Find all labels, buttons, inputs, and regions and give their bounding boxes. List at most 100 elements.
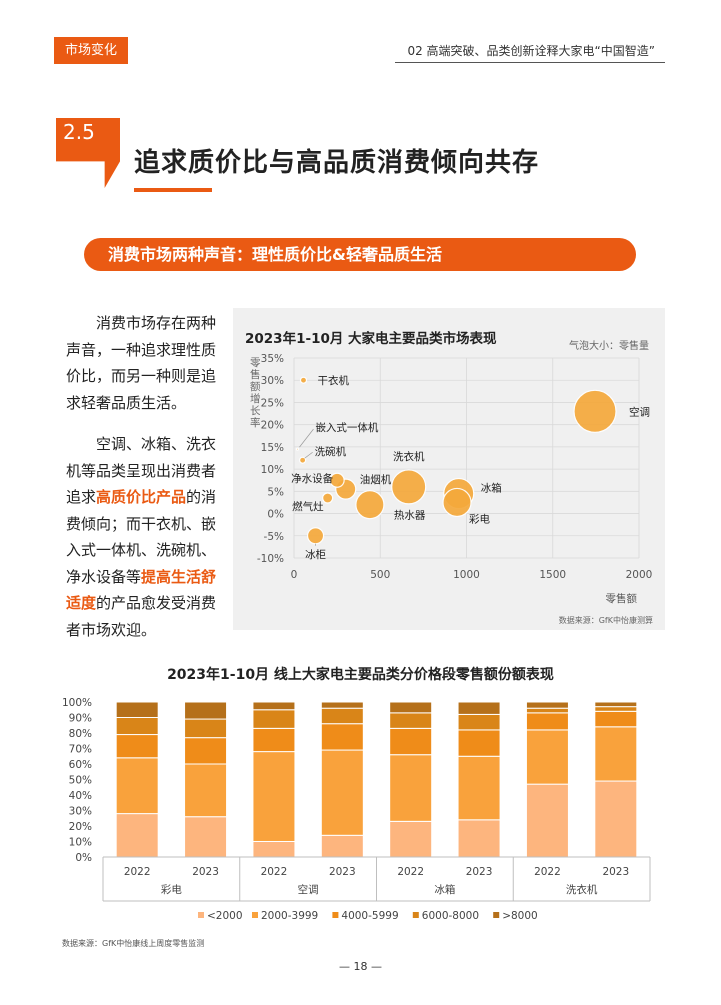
bar-segment-6000-8000 [525,707,569,714]
bar-segment-6000-8000 [320,707,364,725]
body-text: 消费市场存在两种声音，一种追求理性质价比，而另一种则是追求轻奢品质生活。 空调、… [66,310,226,658]
bar-segment-6000-8000 [184,718,228,739]
highlight-comfort: 提高生活舒适度 [66,567,217,613]
group-label: 彩电 [161,883,182,896]
group-label: 空调 [298,883,319,896]
header-divider [395,62,665,63]
bubble-label-洗衣机: 洗衣机 [393,450,425,463]
y-tick-label: 10% [69,837,92,849]
y-tick-label: 20% [69,821,92,833]
x-axis-label: 零售额 [606,592,638,605]
y-tick-label: 20% [261,420,284,432]
legend-swatch [252,912,258,918]
bar-segment->8000 [184,701,228,720]
legend-label: >8000 [502,910,538,922]
paragraph-1: 消费市场存在两种声音，一种追求理性质价比，而另一种则是追求轻奢品质生活。 [66,314,217,412]
paragraph-2-text-a: 空调、冰箱、洗衣机等品类呈现出消费者追求 [66,435,217,506]
bar-segment-<2000 [389,820,433,858]
footer-source: 数据来源：GfK中怡康线上周度零售监测 [62,939,205,948]
subsection-banner: 消费市场两种声音：理性质价比&轻奢品质生活 [84,238,636,271]
bubble-干衣机 [299,376,308,384]
y-axis-label-char: 长 [250,405,261,417]
bubble-label-燃气灶: 燃气灶 [292,500,324,513]
bubble-size-note: 气泡大小：零售量 [569,341,649,352]
legend-label: <2000 [207,910,243,922]
y-tick-label: 90% [69,713,92,725]
bubble-label-彩电: 彩电 [469,512,490,525]
bubble-洗碗机 [299,456,307,464]
header-title: 02 高端突破、品类创新诠释大家电“中国智造” [407,44,655,58]
bubble-嵌入式一体机 [295,447,300,451]
bar-segment->8000 [115,701,159,718]
highlight-value-products: 高质价比产品 [96,488,187,506]
bubble-净水设备 [329,472,345,488]
section-tag: 市场变化 [54,37,128,64]
legend-swatch [332,912,339,918]
bar-segment-6000-8000 [252,709,296,729]
x-tick-label: 2023 [192,866,219,878]
x-tick-label: 2023 [329,866,356,878]
bubble-chart: -10% -5% 0% 5% 10% 15% 20% 25% 30% 35% 0 500 1000 150… [250,353,652,605]
bubble-彩电 [442,487,472,518]
bubble-label-空调: 空调 [629,405,650,418]
bubble-label-干衣机: 干衣机 [317,374,349,387]
x-tick-label: 2023 [602,866,629,878]
bubble-洗衣机 [391,469,427,505]
bubble-冰柜 [306,527,325,545]
y-axis-label-char: 售 [250,368,261,381]
x-tick-label: 500 [370,569,390,581]
bar-segment-<2000 [252,841,296,858]
bubble-label-冰柜: 冰柜 [305,548,326,561]
y-tick-label: 10% [261,464,284,476]
bar-segment-<2000 [594,780,638,858]
bar-segment-2000-3999 [525,729,569,785]
y-tick-label: 5% [267,486,284,498]
x-tick-label: 1000 [453,569,480,581]
y-tick-label: 30% [69,806,92,818]
bar-segment-<2000 [184,816,228,858]
bubble-label-净水设备: 净水设备 [291,472,333,485]
y-tick-label: 80% [69,728,92,740]
stacked-bar-chart: 0% 10% 20% 30% 40% 50% 60% 70% 80% 90% 100% 2022 202… [62,697,651,922]
y-axis-label-char: 率 [250,416,261,429]
x-tick-label: 2022 [534,866,561,878]
bar-segment->8000 [252,701,296,711]
y-tick-label: 35% [261,353,284,365]
bar-segment-6000-8000 [115,717,159,736]
y-tick-label: 70% [69,744,92,756]
bar-segment->8000 [594,701,638,708]
bar-segment->8000 [457,701,501,715]
bar-segment-4000-5999 [525,712,569,731]
x-tick-label: 2023 [466,866,493,878]
section-number: 2.5 [63,120,95,144]
y-tick-label: -5% [264,531,284,543]
title-underline [134,188,212,192]
y-tick-label: 100% [62,697,92,709]
bar-segment->8000 [389,701,433,714]
bar-segment-2000-3999 [457,755,501,821]
bar-segment-2000-3999 [594,726,638,782]
group-label: 洗衣机 [566,883,598,896]
legend-swatch [198,912,204,918]
bar-segment-4000-5999 [184,737,228,765]
bar-segment-2000-3999 [389,754,433,822]
legend-label: 4000-5999 [341,910,398,922]
y-axis-label-char: 额 [250,380,261,393]
bar-chart-title: 2023年1-10月 线上大家电主要品类分价格段零售额份额表现 [167,667,554,683]
y-tick-label: 60% [69,759,92,771]
page-number: — 18 — [339,960,382,973]
bubble-label-洗碗机: 洗碗机 [315,445,347,458]
group-label: 冰箱 [434,883,455,896]
bubble-chart-source: 数据来源：GfK中怡康测算 [558,616,653,625]
x-tick-label: 2022 [261,866,288,878]
bar-segment-<2000 [320,834,364,858]
bubble-label-热水器: 热水器 [394,509,426,522]
leader-line [304,451,313,459]
y-axis-label: 零售额增长率 [250,357,261,429]
paragraph-2-text-b: 的消费倾向；而干衣机、嵌入式一体机、洗碗机、净水设备等 [66,488,217,586]
legend-swatch [493,912,500,918]
y-tick-label: 0% [75,852,92,864]
bar-segment-<2000 [525,783,569,858]
x-tick-label: 2022 [124,866,151,878]
x-tick-label: 1500 [539,569,566,581]
